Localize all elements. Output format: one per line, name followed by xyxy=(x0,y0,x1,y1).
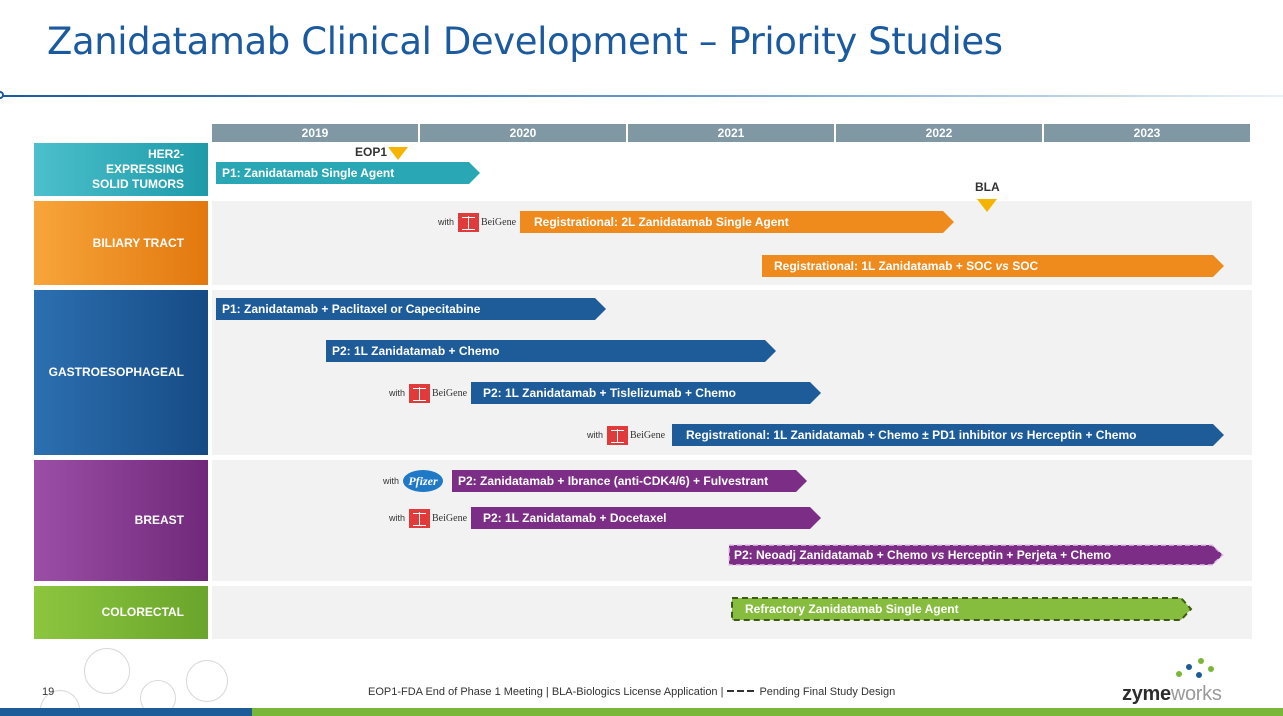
beigene-mark-icon xyxy=(458,212,480,232)
milestone-bla-label: BLA xyxy=(975,180,1000,194)
bar-gastro-p2-tislelizumab: P2: 1L Zanidatamab + Tislelizumab + Chem… xyxy=(471,382,821,404)
with-label: with xyxy=(438,217,455,227)
partner-beigene-biliary-2l: with BeiGene xyxy=(438,211,516,233)
beigene-mark-icon xyxy=(409,383,431,403)
partner-beigene-gastro-reg: with BeiGene xyxy=(587,424,665,446)
bar-breast-neoadj-pending: P2: Neoadj Zanidatamab + Chemo vs Hercep… xyxy=(728,544,1224,566)
category-her2: HER2-EXPRESSING SOLID TUMORS xyxy=(34,143,208,196)
bar-biliary-1l-registrational: Registrational: 1L Zanidatamab + SOC vs … xyxy=(762,255,1224,277)
year-2023: 2023 xyxy=(1133,126,1161,140)
bar-her2-p1-single-agent: P1: Zanidatamab Single Agent xyxy=(216,162,480,184)
beigene-mark-icon xyxy=(409,508,431,528)
category-colorectal: COLORECTAL xyxy=(34,586,208,639)
beigene-mark-icon xyxy=(607,425,629,445)
beigene-logo: BeiGene xyxy=(409,508,467,528)
bar-breast-docetaxel: P2: 1L Zanidatamab + Docetaxel xyxy=(471,507,821,529)
bar-gastro-registrational: Registrational: 1L Zanidatamab + Chemo ±… xyxy=(672,424,1224,446)
partner-beigene-gastro-p2: with BeiGene xyxy=(389,382,467,404)
title-divider xyxy=(0,95,1283,97)
category-gastroesophageal: GASTROESOPHAGEAL xyxy=(34,290,208,455)
milestone-eop1-label: EOP1 xyxy=(355,145,388,159)
footer-bar-green xyxy=(252,708,1283,716)
milestone-eop1-marker xyxy=(388,147,408,160)
beigene-logo: BeiGene xyxy=(409,383,467,403)
category-biliary: BILIARY TRACT xyxy=(34,201,208,285)
footer-legend: EOP1-FDA End of Phase 1 Meeting | BLA-Bi… xyxy=(368,686,896,698)
category-breast: BREAST xyxy=(34,460,208,581)
bar-gastro-p1-paclitaxel: P1: Zanidatamab + Paclitaxel or Capecita… xyxy=(216,298,606,320)
page-title: Zanidatamab Clinical Development – Prior… xyxy=(47,20,1003,63)
bar-breast-neoadj-shape xyxy=(728,544,1224,566)
footer-decor-circle xyxy=(84,648,130,694)
footer-bar-blue xyxy=(0,708,252,716)
dashed-line-icon xyxy=(727,689,756,692)
pfizer-logo: Pfizer xyxy=(403,470,444,492)
year-2019: 2019 xyxy=(212,124,420,142)
partner-pfizer-breast: with Pfizer xyxy=(383,470,444,492)
year-2020: 2020 xyxy=(420,124,628,142)
bar-colorectal-shape xyxy=(731,597,1193,621)
milestone-bla-marker xyxy=(977,199,997,212)
zymeworks-logo: zymeworks xyxy=(1122,683,1222,705)
bar-biliary-2l-registrational: Registrational: 2L Zanidatamab Single Ag… xyxy=(520,211,954,233)
beigene-logo: BeiGene xyxy=(607,425,665,445)
page-number: 19 xyxy=(42,686,55,698)
year-2022: 2022 xyxy=(836,124,1044,142)
bar-gastro-p2-chemo: P2: 1L Zanidatamab + Chemo xyxy=(326,340,776,362)
year-header: 2019 2020 2021 2022 2023 xyxy=(212,124,1250,142)
bar-breast-ibrance: P2: Zanidatamab + Ibrance (anti-CDK4/6) … xyxy=(452,470,807,492)
year-2021: 2021 xyxy=(628,124,836,142)
footer-decor-circle xyxy=(186,660,228,702)
bar-colorectal-refractory-pending: Refractory Zanidatamab Single Agent xyxy=(731,597,1193,621)
beigene-logo: BeiGene xyxy=(458,212,516,232)
zymeworks-logo-mark-icon xyxy=(1168,656,1218,684)
partner-beigene-breast: with BeiGene xyxy=(389,507,467,529)
title-divider-dot xyxy=(0,91,4,99)
